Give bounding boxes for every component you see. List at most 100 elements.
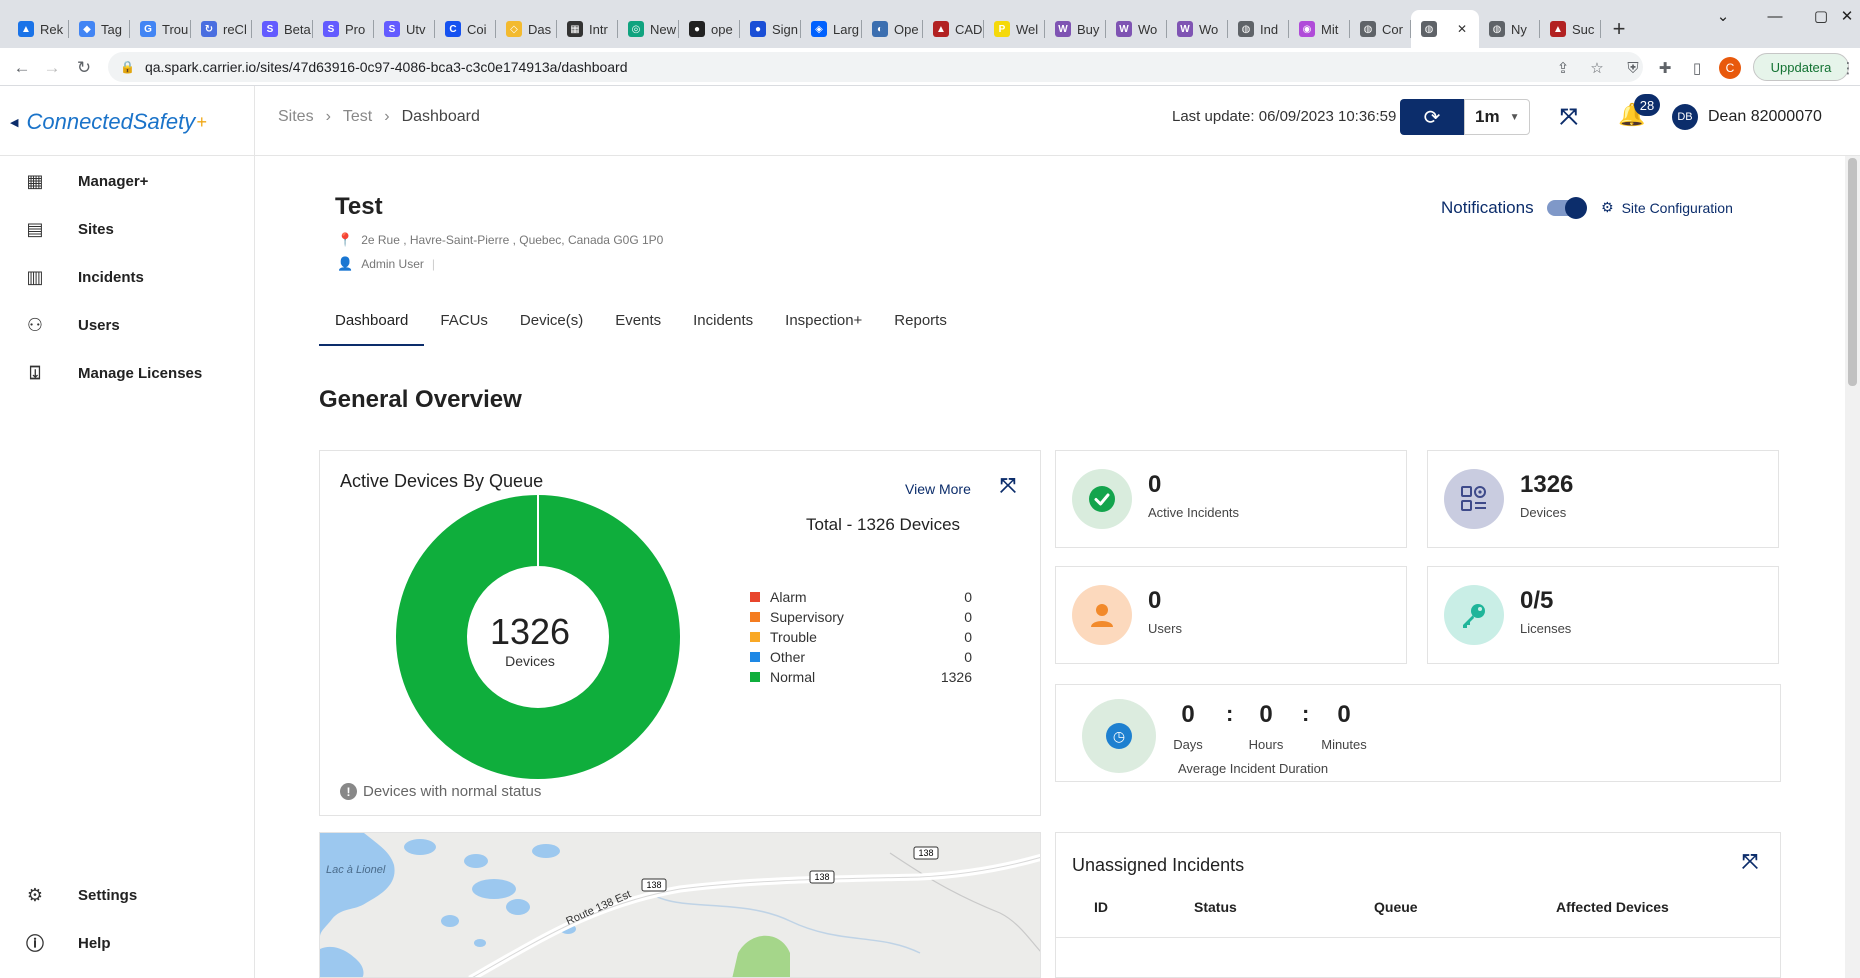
connectedsafety-logo[interactable]: ◀ ConnectedSafety + xyxy=(10,102,207,142)
browser-tab[interactable]: ◉ Mit xyxy=(1289,10,1350,48)
browser-menu-icon[interactable]: ⋮ xyxy=(1840,60,1856,77)
breadcrumb-test[interactable]: Test xyxy=(342,108,373,125)
sidebar-item-settings[interactable]: ⚙ Settings xyxy=(24,880,137,910)
devices-card[interactable]: 1326 Devices xyxy=(1427,450,1779,548)
column-header-id[interactable]: ID xyxy=(1094,899,1108,915)
legend-item[interactable]: Other 0 xyxy=(750,647,972,667)
notification-count-badge[interactable]: 28 xyxy=(1634,94,1660,116)
browser-tab[interactable]: ● Sign xyxy=(740,10,801,48)
browser-tab[interactable]: ▲ Suc xyxy=(1540,10,1601,48)
bookmark-star-icon[interactable]: ☆ xyxy=(1590,60,1604,77)
browser-tab[interactable]: ◍ ✕ xyxy=(1411,10,1479,48)
tab-facus[interactable]: FACUs xyxy=(440,312,488,329)
forward-icon[interactable]: → xyxy=(43,58,61,77)
maximize-icon[interactable]: ▢ xyxy=(1813,8,1829,25)
column-header-queue[interactable]: Queue xyxy=(1374,899,1418,915)
browser-tab-label: Pro xyxy=(345,21,366,37)
expand-icon[interactable]: ⤧ xyxy=(1742,851,1758,873)
browser-tab[interactable]: ◍ Cor xyxy=(1350,10,1411,48)
browser-tab-label: Wel xyxy=(1016,21,1039,37)
tab-search-icon[interactable]: ⌄ xyxy=(1716,8,1730,25)
browser-tab[interactable]: ↻ reCl xyxy=(191,10,252,48)
close-tab-icon[interactable]: ✕ xyxy=(1457,22,1468,36)
browser-tab[interactable]: ◍ Ind xyxy=(1228,10,1289,48)
update-button[interactable]: Uppdatera xyxy=(1753,53,1849,81)
back-icon[interactable]: ← xyxy=(13,58,31,77)
refresh-interval-select[interactable]: 1m ▼ xyxy=(1464,99,1530,135)
column-header-status[interactable]: Status xyxy=(1194,899,1237,915)
sidebar-item-manager-plus[interactable]: ▦ Manager+ xyxy=(24,166,148,196)
legend-item[interactable]: Normal 1326 xyxy=(750,667,972,687)
device-icon xyxy=(1461,486,1486,511)
lock-icon[interactable]: 🔒 xyxy=(120,60,135,74)
browser-tab[interactable]: ◐ Ope xyxy=(862,10,923,48)
tab-inspection-plus[interactable]: Inspection+ xyxy=(785,312,863,329)
browser-tab-label: New xyxy=(650,21,677,37)
notifications-toggle[interactable] xyxy=(1547,197,1587,219)
tab-devices[interactable]: Device(s) xyxy=(519,312,584,329)
browser-tab[interactable]: S Utv xyxy=(374,10,435,48)
browser-tab[interactable]: ◍ Ny xyxy=(1479,10,1540,48)
map-canvas[interactable]: 138 138 138 Lac à Lionel Route 138 Est xyxy=(320,833,1041,978)
browser-tab[interactable]: P Wel xyxy=(984,10,1045,48)
browser-tab[interactable]: W Wo xyxy=(1106,10,1167,48)
tab-events[interactable]: Events xyxy=(615,312,662,329)
browser-tab[interactable]: ● ope xyxy=(679,10,740,48)
browser-tab[interactable]: ◆ Tag xyxy=(69,10,130,48)
browser-tab[interactable]: ▦ Intr xyxy=(557,10,618,48)
view-more-link[interactable]: View More xyxy=(905,481,971,497)
site-configuration-link[interactable]: ⚙ Site Configuration xyxy=(1601,199,1733,216)
sidebar-item-manage-licenses[interactable]: ⍗ Manage Licenses xyxy=(24,358,203,388)
browser-tab[interactable]: G Trou xyxy=(130,10,191,48)
url-input[interactable]: 🔒 qa.spark.carrier.io/sites/47d63916-0c9… xyxy=(108,52,1643,82)
browser-tab[interactable]: S Pro xyxy=(313,10,374,48)
browser-tab[interactable]: ▲ CAD xyxy=(923,10,984,48)
sidebar-item-help[interactable]: ⓘ Help xyxy=(24,928,111,958)
refresh-button[interactable]: ⟳ xyxy=(1400,99,1464,135)
user-avatar[interactable]: DB xyxy=(1672,104,1698,130)
browser-tab[interactable]: ▲ Rek xyxy=(8,10,69,48)
minimize-icon[interactable]: — xyxy=(1767,7,1783,25)
column-header-affected-devices[interactable]: Affected Devices xyxy=(1556,899,1669,915)
tab-favicon-icon: S xyxy=(384,21,400,37)
expand-icon[interactable]: ⤧ xyxy=(1000,475,1016,497)
legend-value: 1326 xyxy=(940,669,972,685)
licenses-card[interactable]: 0/5 Licenses xyxy=(1427,566,1779,664)
page-scrollbar[interactable] xyxy=(1845,156,1860,978)
sidebar-item-sites[interactable]: ▤ Sites xyxy=(24,214,113,244)
browser-tab[interactable]: S Beta xyxy=(252,10,313,48)
site-map[interactable]: 138 138 138 Lac à Lionel Route 138 Est xyxy=(319,832,1041,978)
fullscreen-icon[interactable]: ⤧ xyxy=(1560,104,1578,129)
sidebar-item-incidents[interactable]: ▥ Incidents xyxy=(24,262,143,292)
tab-incidents[interactable]: Incidents xyxy=(693,312,754,329)
tab-reports[interactable]: Reports xyxy=(894,312,947,329)
browser-tab[interactable]: ◇ Das xyxy=(496,10,557,48)
sidebar-item-users[interactable]: ⚇ Users xyxy=(24,310,120,340)
browser-tab[interactable]: ◈ Larg xyxy=(801,10,862,48)
user-name[interactable]: Dean 82000070 xyxy=(1708,108,1822,125)
side-panel-icon[interactable]: ▯ xyxy=(1692,60,1702,77)
scrollbar-thumb[interactable] xyxy=(1848,158,1857,386)
tab-favicon-icon: ◎ xyxy=(628,21,644,37)
browser-tab[interactable]: C Coi xyxy=(435,10,496,48)
profile-avatar[interactable]: C xyxy=(1719,57,1741,79)
browser-tab[interactable]: W Buy xyxy=(1045,10,1106,48)
extensions-puzzle-icon[interactable]: ✚ xyxy=(1658,60,1672,77)
users-card[interactable]: 0 Users xyxy=(1055,566,1407,664)
browser-tab[interactable]: W Wo xyxy=(1167,10,1228,48)
clock-icon: ◷ xyxy=(1106,723,1132,749)
donut-center-value: 1326 xyxy=(489,611,571,652)
tab-dashboard[interactable]: Dashboard xyxy=(319,310,425,346)
breadcrumb-sites[interactable]: Sites xyxy=(278,108,314,125)
close-window-icon[interactable]: ✕ xyxy=(1840,8,1854,25)
extension-shield-icon[interactable]: ⛨ xyxy=(1627,59,1639,77)
browser-tab[interactable]: ◎ New xyxy=(618,10,679,48)
collapse-caret-icon[interactable]: ◀ xyxy=(10,116,19,129)
new-tab-button[interactable]: + xyxy=(1612,16,1626,41)
active-incidents-card[interactable]: 0 Active Incidents xyxy=(1055,450,1407,548)
legend-item[interactable]: Supervisory 0 xyxy=(750,607,972,627)
share-icon[interactable]: ⇪ xyxy=(1556,60,1570,77)
legend-item[interactable]: Alarm 0 xyxy=(750,587,972,607)
legend-item[interactable]: Trouble 0 xyxy=(750,627,972,647)
reload-icon[interactable]: ↻ xyxy=(76,58,92,77)
